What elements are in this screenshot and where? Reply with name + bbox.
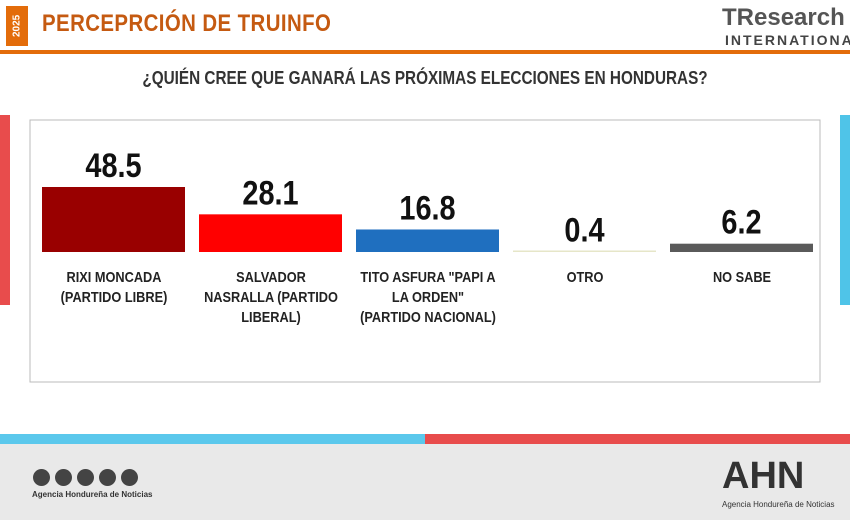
logo: TResearch [722,4,845,31]
category-label: RIXI MONCADA (PARTIDO LIBRE) [60,269,167,306]
category-label: SALVADOR NASRALLA (PARTIDO LIBERAL) [203,269,338,326]
category-label: OTRO [566,269,603,286]
band [425,434,850,444]
data-label: 28.1 [242,173,298,212]
social-icon[interactable] [77,469,94,486]
bar [670,243,813,252]
social-icon[interactable] [121,469,138,486]
data-label: 0.4 [564,210,605,249]
chart-title: ¿QUIÉN CREE QUE GANARÁ LAS PRÓXIMAS ELEC… [142,68,708,88]
bar [42,187,185,252]
footer-agency: Agencia Hondureña de Noticias [722,500,835,509]
band [0,434,425,444]
logo-sub: INTERNATIONAL [725,32,850,48]
page-title: PERCEPRCIÓN DE TRUINFO [42,10,332,37]
data-label: 16.8 [399,188,455,227]
accent [840,115,850,305]
footer [0,444,850,520]
data-label: 6.2 [721,202,761,241]
bar [513,250,656,252]
chart: 48.5 28.1 16.8 0.4 6.2 [29,119,821,383]
social-icon[interactable] [99,469,116,486]
header-rule [0,50,850,54]
bar [356,229,499,252]
social-caption: Agencia Hondureña de Noticias [32,490,153,499]
accent [0,115,10,305]
bar [199,214,342,252]
category-label: TITO ASFURA "PAPI A LA ORDEN" (PARTIDO N… [359,269,496,326]
social-icon[interactable] [55,469,72,486]
footer-logo: AHN [722,455,805,497]
category-label: NO SABE [712,269,771,286]
data-label: 48.5 [85,146,141,185]
social-icon[interactable] [33,469,50,486]
